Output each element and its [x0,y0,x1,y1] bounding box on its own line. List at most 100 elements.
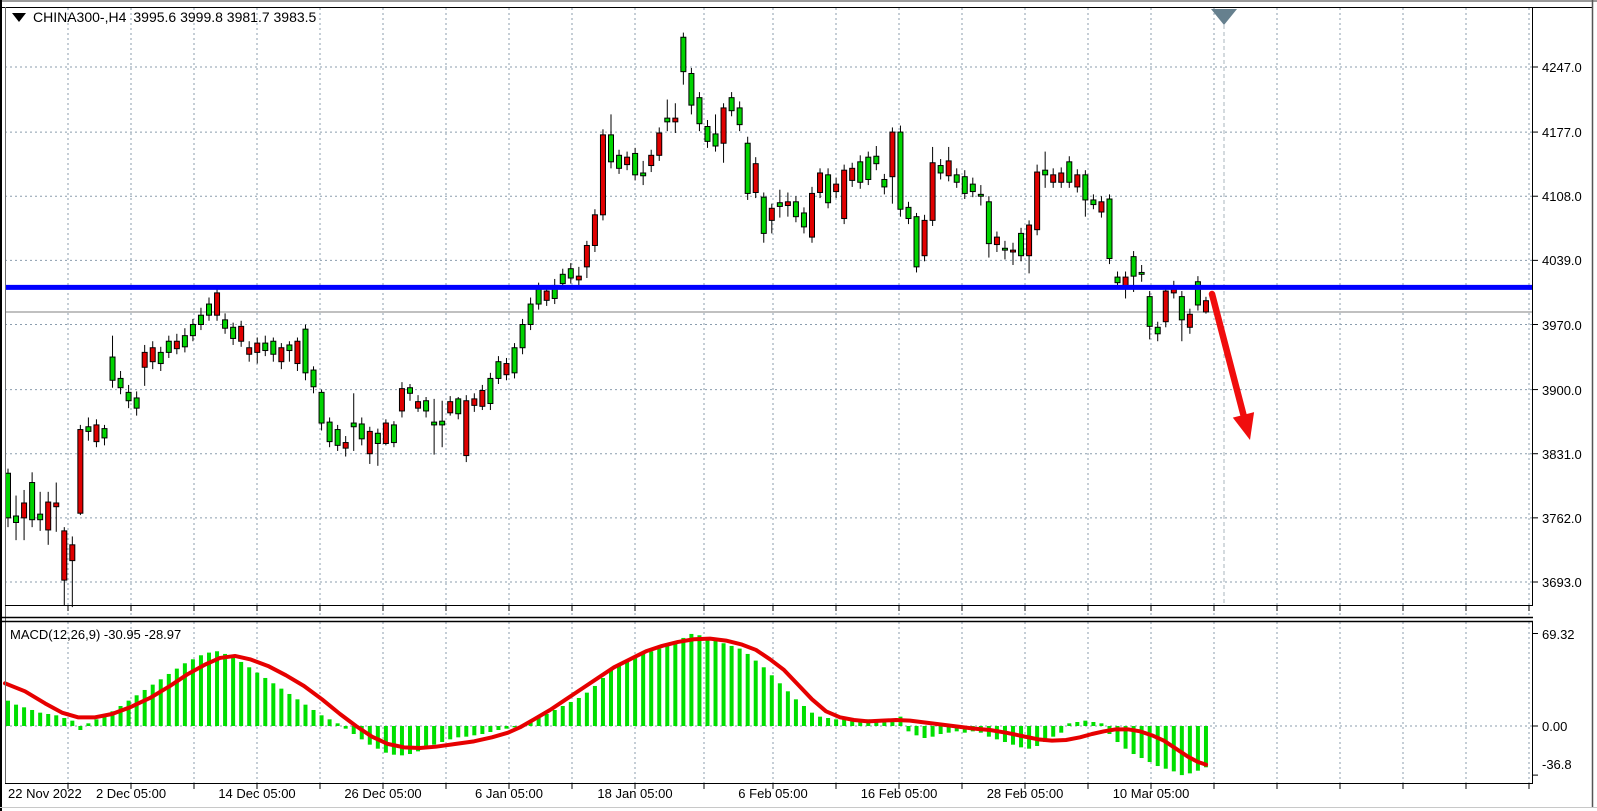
candles [5,32,1209,608]
candle-body [157,351,164,365]
candle-body [752,163,759,193]
macd-bar [14,704,19,726]
macd-bar [609,669,613,726]
trend-arrow[interactable] [1208,290,1255,440]
macd-signal-line [3,636,1208,767]
macd-bar [954,726,959,732]
candle-body [358,423,365,440]
macd-bar [126,700,131,726]
candle-body [495,361,502,379]
candle-body [326,421,333,443]
macd-bar [584,692,589,726]
candle-body [680,36,687,73]
macd-bar [287,693,292,726]
candle-body [1154,326,1161,335]
candle-body [1202,300,1209,313]
macd-bar [110,711,115,726]
candle-body [181,335,188,348]
macd-bar [729,645,734,726]
macd-bar [399,726,404,756]
symbol-dropdown-icon[interactable] [12,13,26,22]
candle-body [921,219,928,257]
macd-bar [198,655,203,726]
candle-body [905,206,912,220]
last-price-tag: 3983.5 [1542,305,1582,320]
shift-triangle-icon[interactable] [1211,9,1237,25]
macd-bar [1203,726,1208,768]
candle-body [1042,169,1049,176]
macd-bar [697,635,702,726]
candle-body [776,202,783,207]
macd-bar [174,668,179,726]
candle-body [447,401,454,414]
axis-ticks [67,66,1538,789]
candle-body [487,377,494,405]
macd-bar [504,726,509,729]
macd-bar [480,726,485,735]
macd-bar [62,717,67,726]
macd-bar [166,673,171,726]
macd-bar [568,701,573,726]
date-axis-label: 22 Nov 2022 [8,786,82,801]
macd-bar [424,726,429,749]
candle-body [93,424,100,443]
candle-body [736,107,743,126]
macd-bar [834,719,839,726]
candle-body [1058,172,1065,183]
candle-body [5,472,11,519]
macd-bar [207,652,211,726]
candle-body [455,398,462,415]
candle-body [1106,198,1113,259]
candle-body [937,165,944,174]
macd-indicator-label: MACD(12,26,9) -30.95 -28.97 [10,627,182,642]
candle-body [768,207,775,221]
macd-bar [1091,721,1096,726]
macd-bar [1195,726,1200,771]
macd-bar [295,699,300,726]
macd-bar [1115,726,1120,743]
candle-body [873,155,880,165]
macd-bar [1155,726,1160,767]
candle-body [1010,249,1016,253]
candle-body [567,268,574,279]
macd-bar [681,637,686,726]
candle-body [407,387,413,394]
candle-body [519,324,526,349]
candle-body [543,290,550,301]
macd-bar [158,679,163,726]
candle-body [246,347,253,355]
candle-body [189,324,196,337]
candle-body [825,174,832,204]
candle-body [278,347,285,363]
candle-body [1194,281,1201,306]
macd-bar [657,648,662,726]
macd-bar [826,717,831,726]
candle-body [993,236,1000,246]
macd-bar [239,661,244,726]
chart-title: CHINA300-,H4 3995.6 3999.8 3981.7 3983.5 [12,9,316,26]
candle-body [141,351,148,368]
candle-body [101,428,108,439]
candle-body [1082,174,1089,201]
macd-bar [801,705,806,726]
macd-bar [769,675,774,726]
macd-bar [134,695,139,726]
macd-bar [761,667,766,726]
arrow-shaft [1208,290,1247,419]
macd-bar [215,651,220,726]
macd-bar [552,709,557,726]
candle-body [720,107,727,144]
macd-bar [488,726,493,733]
candle-body [1178,296,1185,321]
candle-body [1186,313,1193,328]
candle-body [792,201,799,218]
candle-body [559,273,566,285]
macd-bar [625,660,630,726]
macd-bar [536,717,541,726]
candle-body [527,303,534,325]
candle-body [238,325,245,342]
candle-body [197,314,204,326]
macd-bar [818,716,823,726]
candle-body [704,125,711,142]
